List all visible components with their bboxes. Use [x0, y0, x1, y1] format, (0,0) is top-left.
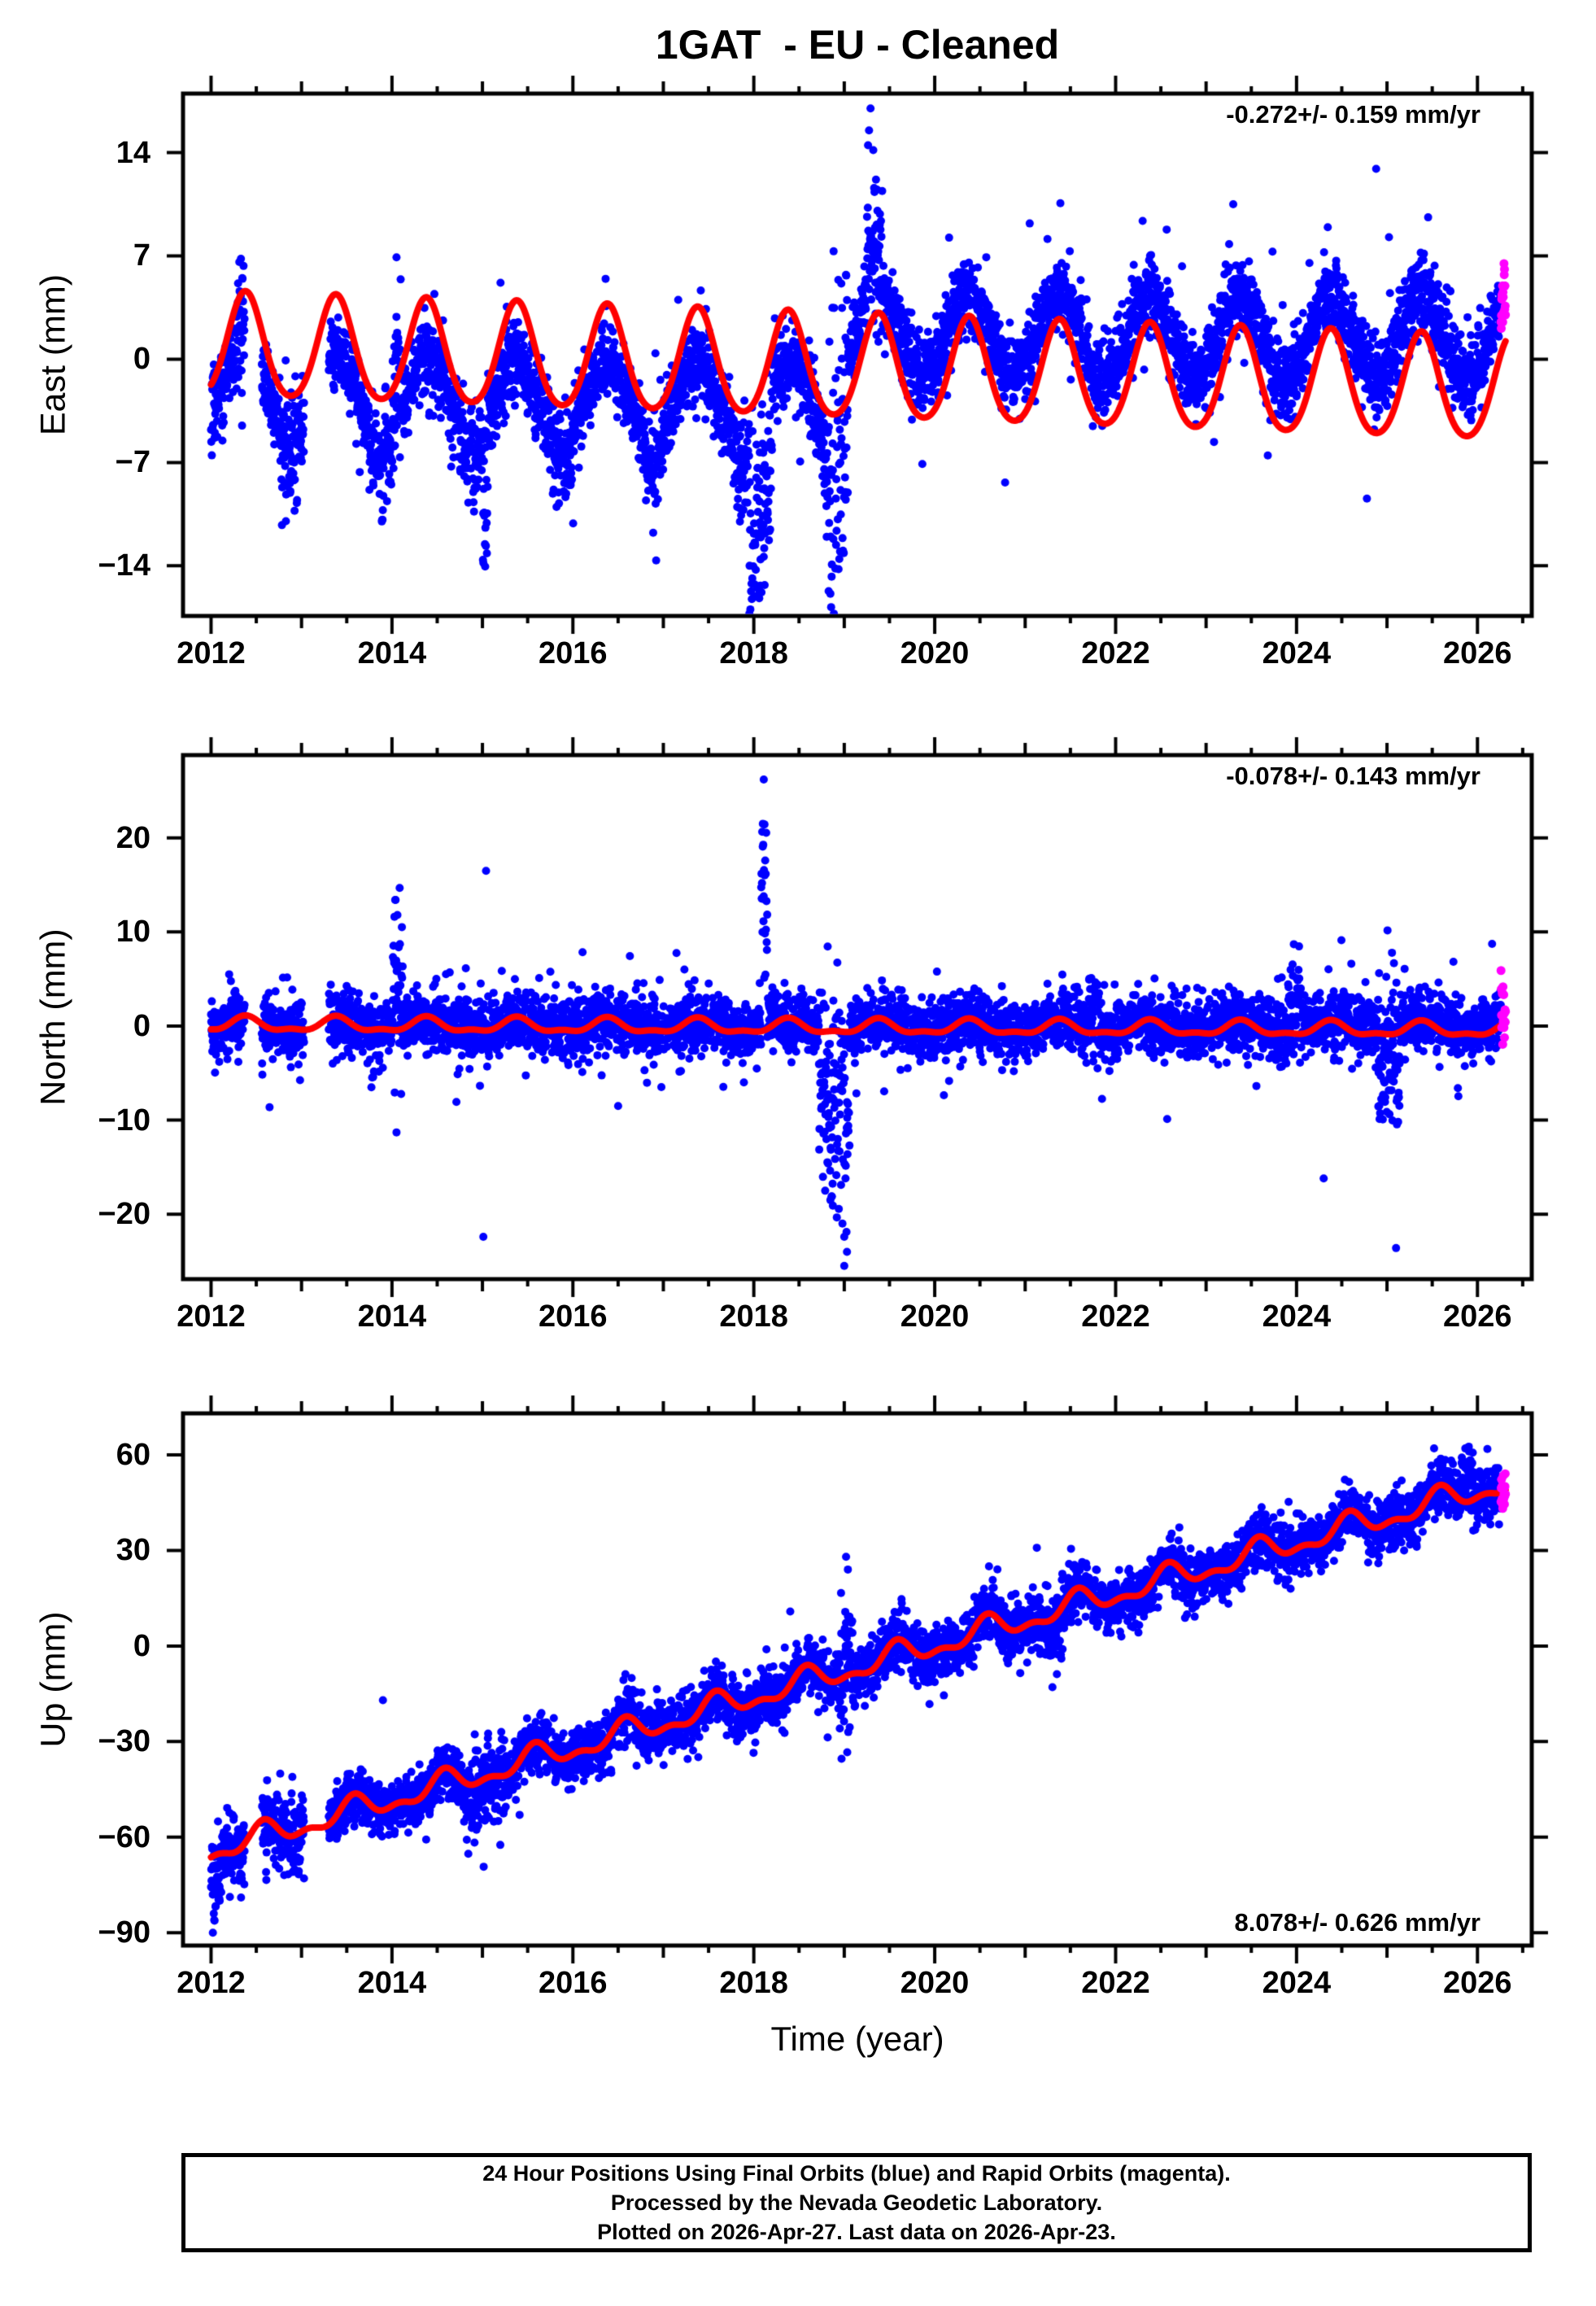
- up-xtick-label-2016: 2016: [538, 1966, 608, 2000]
- up-xtick-label-2022: 2022: [1081, 1966, 1150, 2000]
- north-xtick-label-2014: 2014: [357, 1299, 427, 1334]
- x-axis-title: Time (year): [770, 2020, 944, 2058]
- up-ytick-label--30: −30: [98, 1724, 150, 1759]
- east-xtick-label-2026: 2026: [1442, 636, 1512, 670]
- up-ytick-label-60: 60: [116, 1437, 150, 1472]
- east-xtick-label-2022: 2022: [1081, 636, 1150, 670]
- east-xtick-label-2014: 2014: [357, 636, 427, 670]
- east-ytick-label-7: 7: [133, 238, 150, 273]
- east-ytick-label--7: −7: [115, 445, 150, 480]
- up-xtick-label-2012: 2012: [177, 1966, 246, 2000]
- east-xtick-label-2020: 2020: [900, 636, 970, 670]
- north-ytick-label-20: 20: [116, 820, 150, 855]
- north-rate-annotation: -0.078+/- 0.143 mm/yr: [1226, 762, 1480, 790]
- north-panel-plot: [160, 732, 1555, 1302]
- caption-line-2: Processed by the Nevada Geodetic Laborat…: [610, 2190, 1103, 2215]
- up-ytick-label--90: −90: [98, 1915, 150, 1950]
- east-xtick-label-2016: 2016: [538, 636, 608, 670]
- up-xtick-label-2018: 2018: [719, 1966, 788, 2000]
- north-ytick-label--10: −10: [98, 1103, 150, 1138]
- north-xtick-label-2012: 2012: [177, 1299, 246, 1334]
- north-ytick-label--20: −20: [98, 1197, 150, 1232]
- caption-line-1: 24 Hour Positions Using Final Orbits (bl…: [482, 2161, 1231, 2186]
- east-ytick-label--14: −14: [98, 548, 150, 583]
- east-rate-annotation: -0.272+/- 0.159 mm/yr: [1226, 100, 1480, 129]
- page-title: 1GAT - EU - Cleaned: [655, 22, 1060, 68]
- east-ytick-label-0: 0: [133, 342, 150, 377]
- north-xtick-label-2018: 2018: [719, 1299, 788, 1334]
- north-xtick-label-2016: 2016: [538, 1299, 608, 1334]
- up-rate-annotation: 8.078+/- 0.626 mm/yr: [1234, 1908, 1480, 1937]
- north-xtick-label-2024: 2024: [1262, 1299, 1332, 1334]
- east-xtick-label-2024: 2024: [1262, 636, 1332, 670]
- up-xtick-label-2014: 2014: [357, 1966, 427, 2000]
- up-panel-plot: [160, 1391, 1555, 1968]
- north-xtick-label-2022: 2022: [1081, 1299, 1150, 1334]
- caption-box: 24 Hour Positions Using Final Orbits (bl…: [181, 2153, 1532, 2252]
- east-xtick-label-2018: 2018: [719, 636, 788, 670]
- up-xtick-label-2024: 2024: [1262, 1966, 1332, 2000]
- up-ytick-label-0: 0: [133, 1628, 150, 1663]
- up-ytick-label--60: −60: [98, 1819, 150, 1854]
- north-xtick-label-2020: 2020: [900, 1299, 970, 1334]
- east-xtick-label-2012: 2012: [177, 636, 246, 670]
- east-panel-plot: [160, 71, 1555, 639]
- caption-line-3: Plotted on 2026-Apr-27. Last data on 202…: [597, 2220, 1116, 2244]
- north-ytick-label-10: 10: [116, 915, 150, 950]
- north-xtick-label-2026: 2026: [1442, 1299, 1512, 1334]
- east-ytick-label-14: 14: [116, 135, 150, 170]
- up-xtick-label-2026: 2026: [1442, 1966, 1512, 2000]
- north-ytick-label-0: 0: [133, 1008, 150, 1043]
- up-xtick-label-2020: 2020: [900, 1966, 970, 2000]
- up-ytick-label-30: 30: [116, 1533, 150, 1568]
